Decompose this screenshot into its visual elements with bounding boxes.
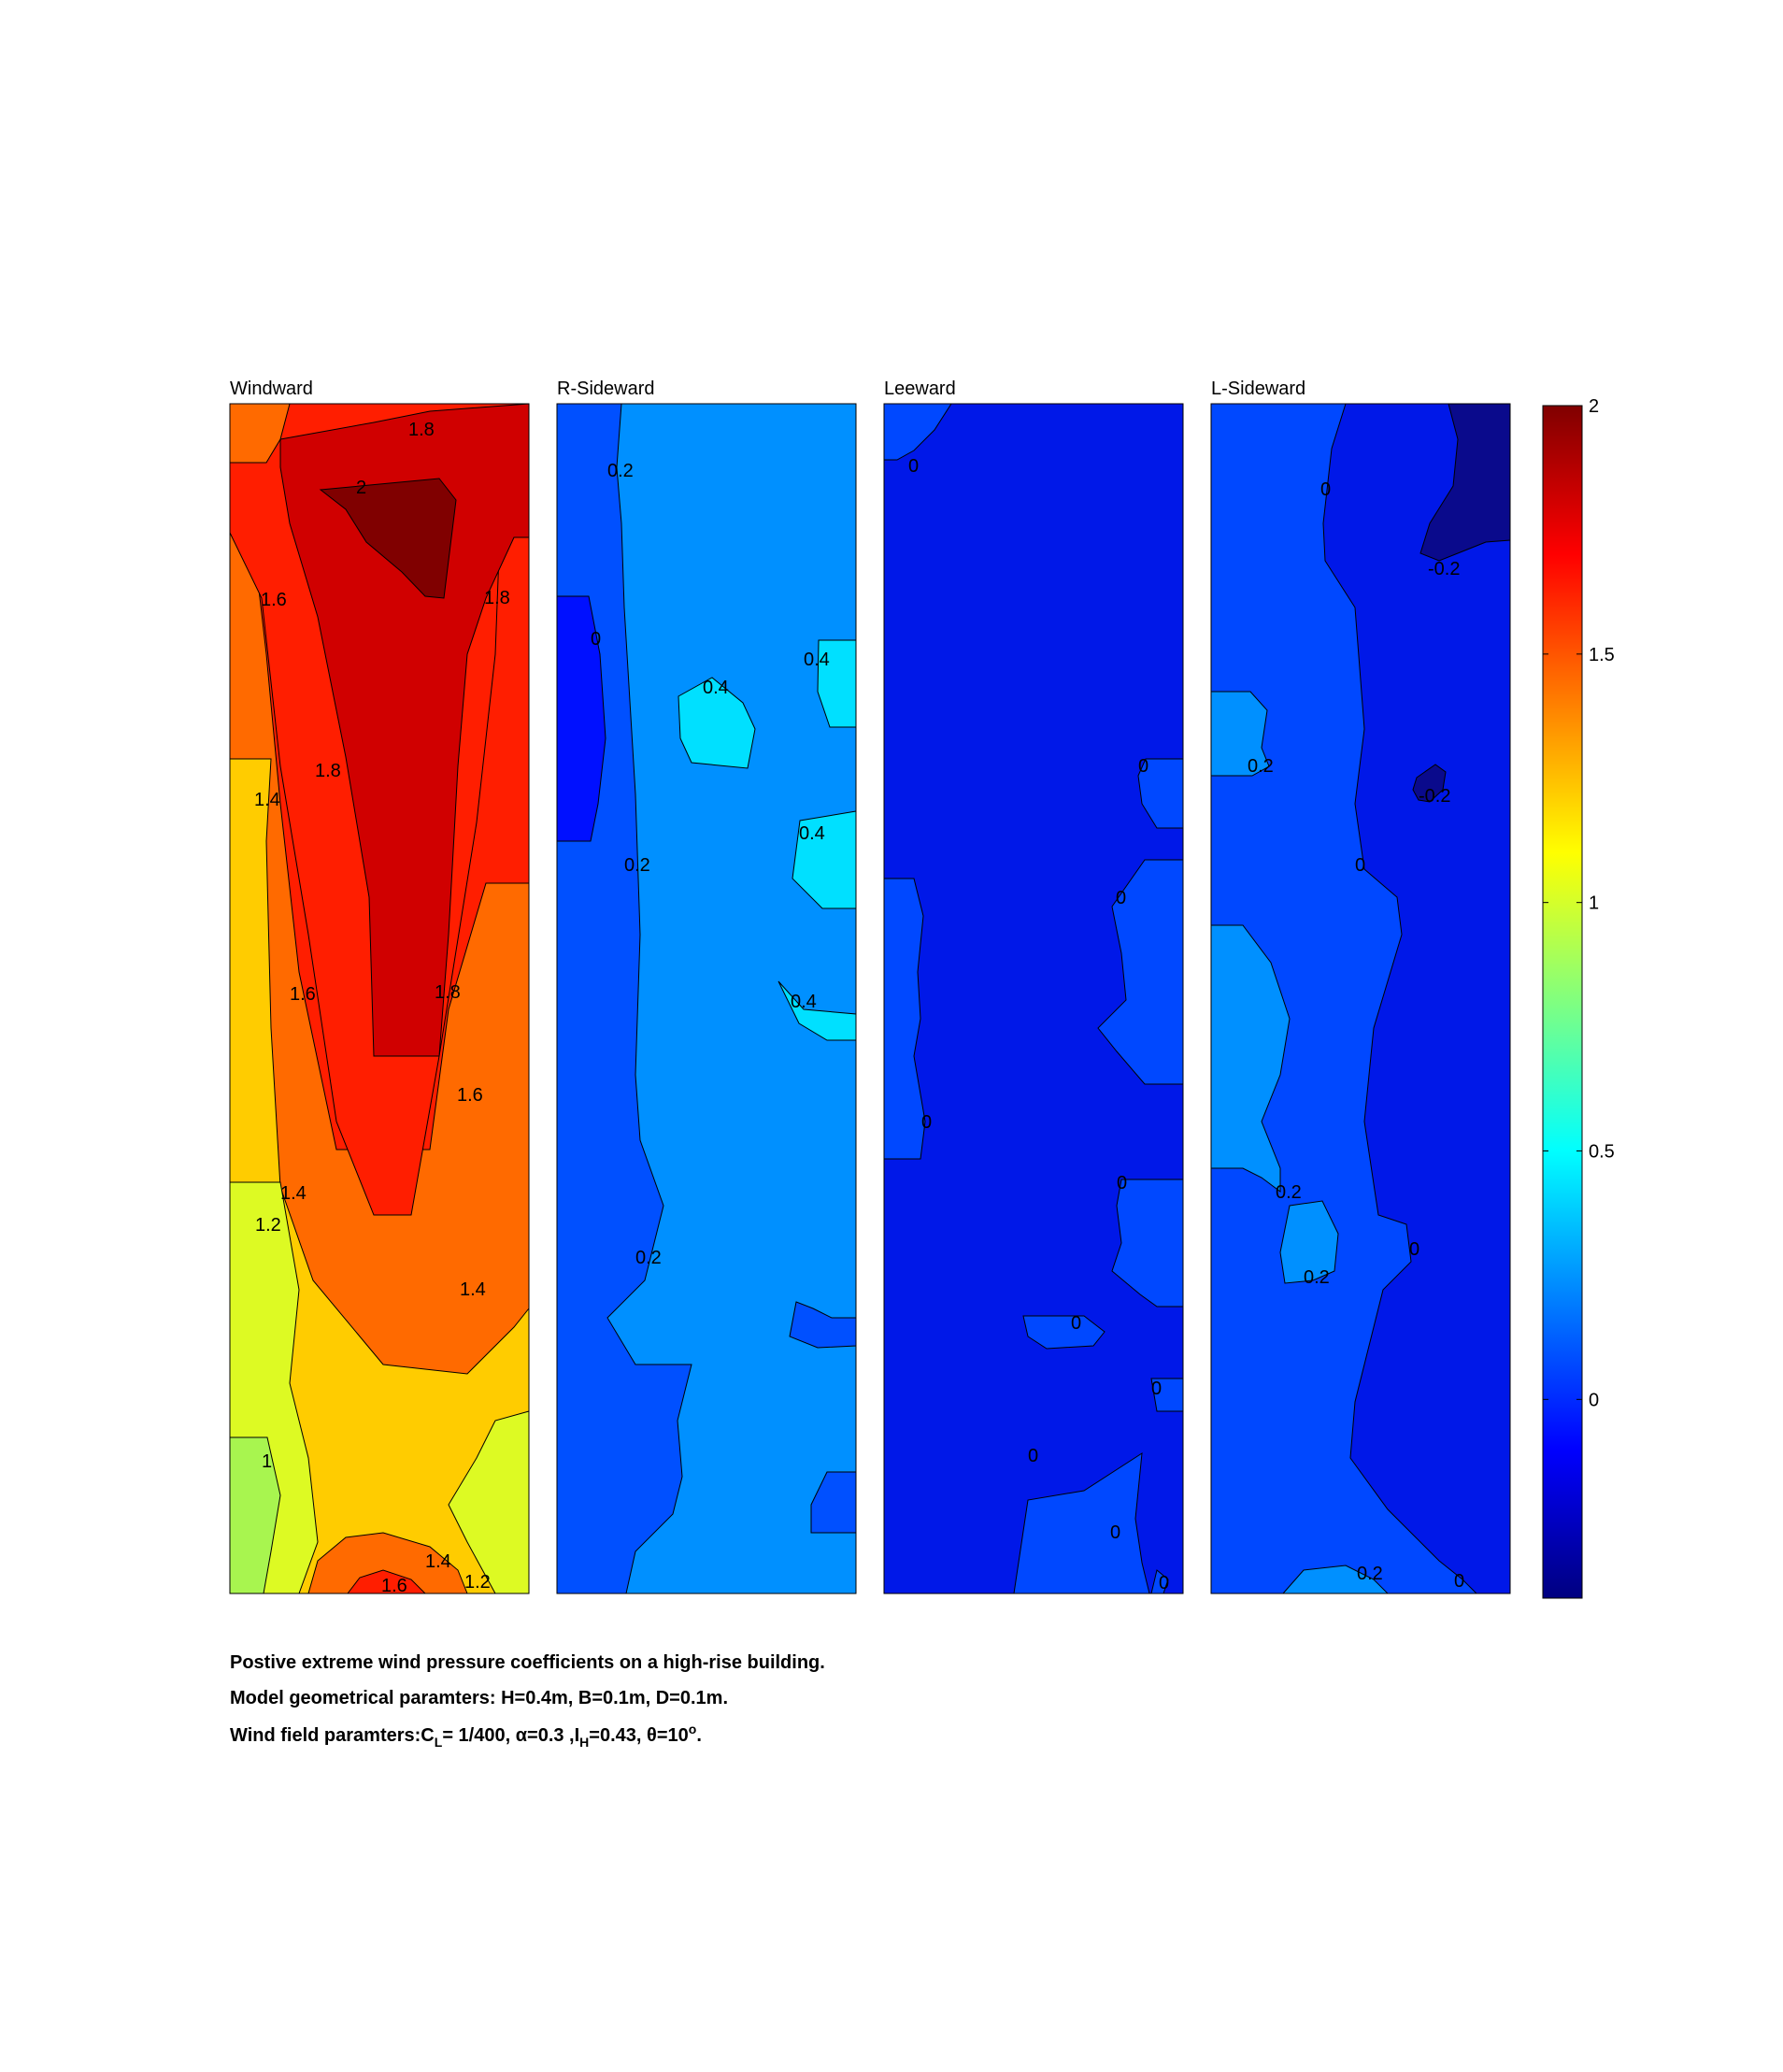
leeward-contour-label: 0 bbox=[1117, 1173, 1127, 1193]
windward-contour-label: 1.8 bbox=[484, 588, 510, 608]
caption-theta-sup: o bbox=[688, 1722, 697, 1736]
r-sideward-contour-label: 0.4 bbox=[791, 992, 817, 1012]
windward-contour-label: 1.4 bbox=[280, 1183, 307, 1204]
leeward-region-0-e bbox=[1111, 1179, 1184, 1308]
colorbar-tick-label: 1 bbox=[1589, 893, 1599, 914]
l-sideward-region-0-2-c bbox=[1279, 1200, 1339, 1284]
r-sideward-contour-label: 0.4 bbox=[799, 823, 825, 844]
leeward-contour-label: 0 bbox=[1110, 1522, 1120, 1543]
r-sideward-contour-label: 0 bbox=[591, 629, 601, 650]
caption-ih-value: =0.43, bbox=[589, 1725, 648, 1746]
windward-region-1-6-bottom bbox=[307, 1532, 468, 1594]
caption-line-1: Postive extreme wind pressure coefficien… bbox=[230, 1652, 825, 1673]
r-sideward-region-0-4-b bbox=[817, 639, 857, 728]
caption-prefix: Wind field paramters:C bbox=[230, 1725, 435, 1746]
caption-ih-sub: H bbox=[579, 1735, 590, 1750]
l-sideward-contour-label: 0 bbox=[1409, 1239, 1419, 1260]
colorbar-tick-label: 0 bbox=[1589, 1390, 1599, 1410]
r-sideward-contour-label: 0.4 bbox=[804, 650, 830, 670]
r-sideward-frame bbox=[556, 403, 857, 1594]
r-sideward-contour-label: 0.4 bbox=[703, 678, 729, 698]
leeward-contour-label: 0 bbox=[1159, 1573, 1169, 1593]
windward-panel: 1.8 2 1.6 1.8 1.8 1.4 1.6 1.8 1.6 1.4 1.… bbox=[229, 403, 530, 1596]
r-sideward-region-0-4-a bbox=[678, 677, 756, 769]
leeward-contour-label: 0 bbox=[1151, 1379, 1162, 1399]
windward-contour-label: 1.4 bbox=[254, 790, 280, 810]
windward-contour-label: 1.6 bbox=[261, 590, 287, 610]
caption-line-3: Wind field paramters:CL= 1/400, α=0.3 ,I… bbox=[230, 1722, 702, 1750]
l-sideward-region-neg-0-2-b bbox=[1412, 764, 1447, 803]
leeward-contour-label: 0 bbox=[1028, 1446, 1038, 1466]
leeward-contour-label: 0 bbox=[921, 1112, 932, 1133]
r-sideward-panel: 0.2 0 0.4 0.4 0.4 0.2 0.4 0.2 bbox=[556, 403, 857, 1594]
windward-contour-label: 1.4 bbox=[460, 1279, 486, 1300]
caption-alpha: α=0.3 ,I bbox=[515, 1725, 580, 1746]
windward-contour-label: 1.6 bbox=[381, 1576, 407, 1596]
windward-contour-label: 1.8 bbox=[435, 982, 461, 1003]
l-sideward-contour-label: 0.2 bbox=[1276, 1182, 1302, 1203]
panel-title-r-sideward: R-Sideward bbox=[557, 379, 654, 399]
colorbar-tick-label: 1.5 bbox=[1589, 645, 1615, 665]
panel-title-l-sideward: L-Sideward bbox=[1211, 379, 1305, 399]
l-sideward-frame bbox=[1210, 403, 1511, 1594]
caption-theta: θ=10 bbox=[647, 1725, 689, 1746]
l-sideward-region-0-2-b bbox=[1210, 924, 1291, 1193]
l-sideward-region-0-2-a bbox=[1210, 691, 1270, 777]
l-sideward-region-0 bbox=[1210, 403, 1478, 1594]
l-sideward-contour-label: 0.2 bbox=[1304, 1267, 1330, 1288]
windward-contour-label: 1.4 bbox=[425, 1551, 451, 1572]
l-sideward-contour-label: -0.2 bbox=[1419, 786, 1450, 807]
leeward-contour-label: 0 bbox=[908, 456, 919, 477]
caption-line-2: Model geometrical paramters: H=0.4m, B=0… bbox=[230, 1688, 728, 1708]
windward-contour-label: 1.8 bbox=[315, 761, 341, 781]
windward-contour-label: 1.6 bbox=[457, 1085, 483, 1106]
leeward-panel: 0 0 0 0 0 0 0 0 0 0 bbox=[883, 403, 1184, 1594]
leeward-frame bbox=[883, 403, 1184, 1594]
leeward-region-0-c bbox=[1097, 859, 1184, 1085]
r-sideward-contour-label: 0.2 bbox=[635, 1248, 662, 1268]
leeward-region-0-f bbox=[1022, 1315, 1105, 1350]
l-sideward-contour-label: 0 bbox=[1454, 1571, 1464, 1592]
windward-contour-label: 1.6 bbox=[290, 984, 316, 1005]
caption-end: . bbox=[696, 1725, 702, 1746]
colorbar-gradient bbox=[1542, 405, 1583, 1599]
leeward-contour-label: 0 bbox=[1071, 1313, 1081, 1334]
windward-contour-label: 1.2 bbox=[255, 1215, 281, 1236]
l-sideward-contour-label: 0 bbox=[1320, 479, 1331, 500]
leeward-contour-label: 0 bbox=[1138, 756, 1148, 777]
caption-cl-value: = 1/400, bbox=[442, 1725, 516, 1746]
windward-contour-label: 1 bbox=[262, 1451, 272, 1472]
l-sideward-contour-label: -0.2 bbox=[1428, 559, 1460, 579]
windward-region-2 bbox=[319, 478, 457, 599]
windward-region-1-9 bbox=[279, 403, 530, 1057]
panel-title-windward: Windward bbox=[230, 379, 313, 399]
l-sideward-panel: 0 -0.2 0.2 -0.2 0 0.2 0 0.2 0.2 0 bbox=[1210, 403, 1511, 1594]
r-sideward-region-0 bbox=[556, 595, 606, 842]
colorbar: 0 0.5 1 1.5 2 bbox=[1542, 396, 1615, 1599]
colorbar-tick-label: 2 bbox=[1589, 396, 1599, 417]
r-sideward-region-0-4-c bbox=[792, 810, 857, 909]
l-sideward-contour-label: 0.2 bbox=[1357, 1564, 1383, 1584]
colorbar-tick-label: 0.5 bbox=[1589, 1142, 1615, 1163]
windward-contour-label: 1.8 bbox=[408, 420, 435, 440]
r-sideward-contour-label: 0.2 bbox=[607, 461, 634, 481]
windward-contour-label: 1.2 bbox=[464, 1572, 491, 1593]
panel-title-leeward: Leeward bbox=[884, 379, 956, 399]
windward-contour-label: 2 bbox=[356, 478, 366, 498]
leeward-region-0-d bbox=[883, 878, 926, 1160]
leeward-contour-label: 0 bbox=[1116, 888, 1126, 908]
l-sideward-contour-label: 0.2 bbox=[1248, 756, 1274, 777]
r-sideward-contour-label: 0.2 bbox=[624, 855, 650, 876]
windward-frame bbox=[229, 403, 530, 1594]
l-sideward-contour-label: 0 bbox=[1355, 855, 1365, 876]
caption-cl-sub: L bbox=[434, 1735, 443, 1750]
